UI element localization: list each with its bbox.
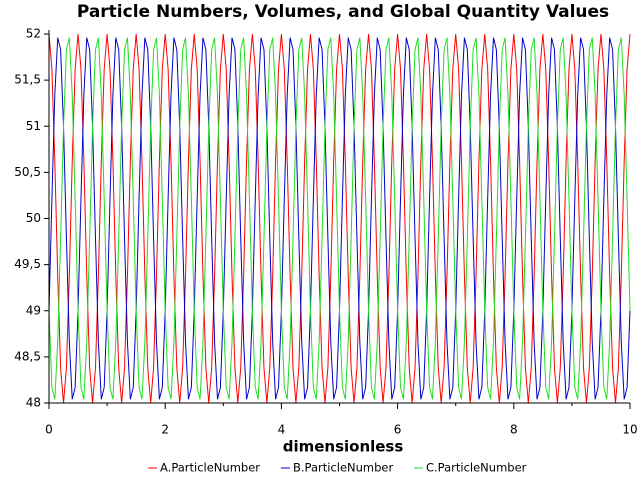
y-tick-label: 49: [26, 303, 41, 317]
series-line: [48, 37, 631, 400]
x-tick-label: 6: [394, 423, 402, 437]
y-tick-label: 50: [26, 211, 41, 225]
chart-title: Particle Numbers, Volumes, and Global Qu…: [77, 2, 609, 22]
y-tick-label: 50,5: [14, 165, 41, 179]
y-tick-label: 48: [26, 396, 41, 410]
x-axis-label: dimensionless: [283, 438, 404, 456]
y-tick-label: 51: [26, 119, 41, 133]
legend-label: B.ParticleNumber: [293, 461, 394, 475]
x-tick-label: 8: [510, 423, 518, 437]
x-tick-label: 2: [161, 423, 169, 437]
series-line: [48, 37, 631, 400]
y-tick-label: 49,5: [14, 257, 41, 271]
y-tick-label: 48,5: [14, 349, 41, 363]
x-tick-label: 10: [622, 423, 637, 437]
y-tick-label: 51,5: [14, 73, 41, 87]
legend-label: A.ParticleNumber: [160, 461, 260, 475]
x-tick-label: 4: [278, 423, 286, 437]
x-tick-label: 0: [45, 423, 53, 437]
series-line: [48, 33, 631, 404]
y-tick-label: 52: [26, 27, 41, 41]
legend-label: C.ParticleNumber: [426, 461, 527, 475]
